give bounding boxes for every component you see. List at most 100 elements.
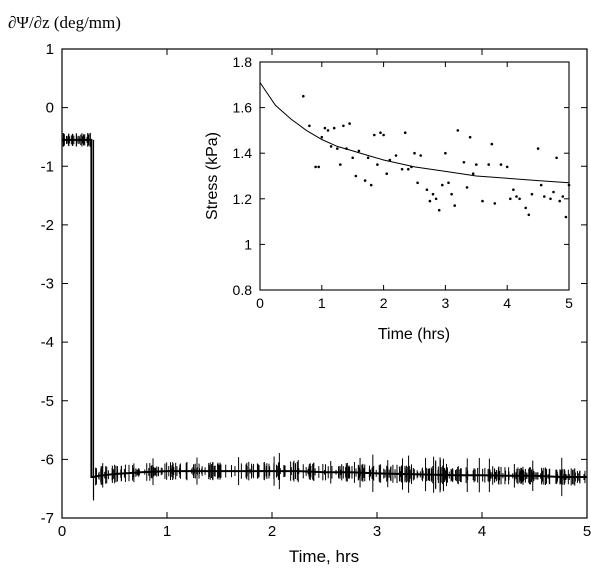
- inset-data-point: [471, 172, 475, 175]
- inset-data-point: [475, 163, 478, 166]
- inset-data-point: [552, 190, 555, 194]
- inset-data-point: [379, 131, 382, 134]
- inset-data-point: [416, 181, 419, 185]
- inset-x-tick-label: 4: [503, 295, 511, 311]
- main-x-tick-label: 0: [58, 523, 66, 540]
- inset-data-point: [456, 129, 460, 132]
- inset-y-tick-label: 1.4: [233, 145, 253, 161]
- main-series: [62, 132, 587, 501]
- inset-data-point: [465, 186, 469, 189]
- inset-data-point: [444, 151, 447, 155]
- inset-data-point: [431, 192, 435, 196]
- main-y-tick-label: -1: [41, 158, 54, 175]
- inset-data-point: [505, 165, 509, 169]
- main-x-tick-label: 1: [163, 523, 171, 540]
- main-y-tick-label: -3: [41, 276, 54, 293]
- inset-data-point: [394, 154, 398, 157]
- inset-data-point: [437, 208, 441, 212]
- main-y-tick-label: -7: [41, 510, 54, 527]
- main-y-tick-label: 1: [46, 41, 54, 58]
- inset-data-point: [441, 183, 444, 187]
- inset-data-point: [450, 192, 453, 196]
- inset-y-ticks: 1.8 1.6 1.4 1.2 1 0.8: [233, 54, 569, 298]
- inset-data-point: [317, 165, 321, 169]
- main-y-axis-title: ∂Ψ/∂z (deg/mm): [8, 13, 121, 32]
- inset-data-point: [326, 129, 330, 132]
- main-x-tick-label: 4: [478, 523, 486, 540]
- inset-data-point: [388, 158, 392, 162]
- inset-data-point: [524, 206, 527, 210]
- inset-data-point: [509, 197, 512, 201]
- inset-data-point: [363, 179, 367, 182]
- inset-x-ticks: 0 1 2 3 4 5: [256, 62, 573, 311]
- main-x-axis-title: Time, hrs: [289, 547, 359, 566]
- inset-data-point: [366, 156, 370, 160]
- inset-data-point: [413, 151, 416, 155]
- inset-data-point: [323, 126, 327, 130]
- inset-data-point: [434, 197, 438, 201]
- inset-y-axis-title: Stress (kPa): [204, 132, 221, 220]
- main-y-tick-label: 0: [46, 100, 54, 117]
- inset-plot-frame: [259, 61, 570, 291]
- inset-data-point: [536, 147, 540, 150]
- inset-data-point: [515, 195, 518, 198]
- main-x-tick-label: 3: [373, 523, 381, 540]
- inset-chart: 0 1 2 3 4 5 1.8 1.6 1.4 1.2 1 0.8 Time (hrs) Stres…: [204, 54, 573, 343]
- inset-data-point: [499, 163, 503, 166]
- inset-data-point: [314, 165, 317, 169]
- inset-data-point: [382, 133, 385, 137]
- inset-data-point: [400, 167, 404, 171]
- inset-data-point: [468, 135, 472, 139]
- inset-y-tick-label: 1.8: [233, 54, 253, 70]
- inset-data-point: [493, 202, 497, 205]
- inset-data-point: [453, 204, 457, 207]
- inset-data-point: [543, 195, 546, 198]
- inset-y-tick-label: 1.2: [233, 191, 253, 207]
- inset-y-tick-label: 1.6: [233, 100, 253, 116]
- main-y-ticks: 1 0 -1 -2 -3 -4 -5 -6 -7: [41, 41, 587, 527]
- inset-data-point: [481, 199, 484, 203]
- inset-y-tick-label: 1: [244, 236, 252, 252]
- inset-data-point: [354, 174, 358, 178]
- main-y-tick-label: -6: [41, 451, 54, 468]
- inset-data-point: [302, 94, 305, 98]
- inset-data-point: [530, 192, 534, 196]
- inset-data-point: [564, 215, 568, 219]
- inset-data-point: [490, 142, 494, 146]
- inset-data-point: [487, 163, 491, 166]
- inset-x-tick-label: 5: [565, 295, 573, 311]
- inset-data-point: [527, 213, 531, 217]
- inset-x-tick-label: 2: [380, 295, 388, 311]
- main-x-tick-label: 2: [268, 523, 276, 540]
- main-chart: 0 1 2 3 4 5 1 0 -1 -2 -3 -4 -5 -6 -7 Time, hrs ∂Ψ/∂z …: [8, 13, 591, 566]
- inset-data-point: [403, 131, 407, 134]
- inset-data-point: [336, 147, 339, 150]
- inset-data-point: [462, 161, 466, 164]
- main-x-ticks: 0 1 2 3 4 5: [58, 49, 591, 540]
- inset-series: [259, 82, 571, 219]
- inset-x-tick-label: 3: [442, 295, 450, 311]
- inset-data-point: [555, 156, 558, 160]
- inset-data-point: [561, 195, 565, 198]
- inset-data-point: [558, 199, 561, 203]
- main-x-tick-label: 5: [583, 523, 591, 540]
- inset-data-point: [348, 122, 351, 125]
- inset-data-point: [425, 188, 429, 191]
- inset-data-point: [339, 163, 342, 166]
- main-y-tick-label: -5: [41, 393, 54, 410]
- inset-data-point: [342, 124, 345, 128]
- inset-data-point: [567, 183, 571, 187]
- inset-data-point: [447, 181, 450, 185]
- inset-data-point: [539, 183, 543, 187]
- inset-data-point: [369, 183, 373, 187]
- inset-y-tick-label: 0.8: [233, 282, 253, 298]
- inset-data-point: [428, 199, 432, 203]
- inset-x-axis-title: Time (hrs): [378, 326, 450, 343]
- inset-data-point: [512, 188, 515, 191]
- inset-data-point: [329, 145, 333, 148]
- inset-data-point: [320, 135, 324, 139]
- inset-data-point: [373, 133, 376, 137]
- inset-data-point: [385, 172, 389, 175]
- inset-data-point: [407, 167, 410, 171]
